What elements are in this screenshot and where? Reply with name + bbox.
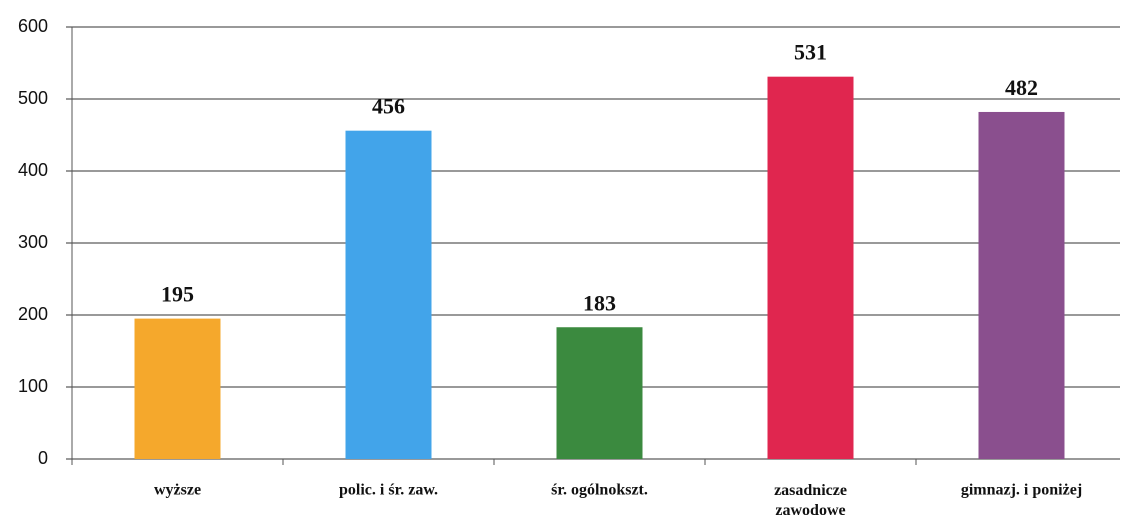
data-label: 195 [161, 282, 194, 307]
data-label: 183 [583, 290, 616, 315]
data-label: 482 [1005, 75, 1038, 100]
bar [134, 318, 221, 459]
y-tick-label: 200 [18, 304, 48, 324]
bar [767, 76, 854, 460]
y-tick-label: 0 [38, 448, 48, 468]
x-tick-label: wyższe [154, 482, 201, 499]
y-tick-label: 100 [18, 376, 48, 396]
y-tick-label: 400 [18, 160, 48, 180]
x-tick-label: zasadnicze zawodowe [774, 482, 847, 519]
x-tick-label: śr. ogólnokszt. [551, 482, 648, 499]
bar [345, 130, 432, 459]
bar [556, 327, 643, 459]
data-label: 456 [372, 94, 405, 119]
y-tick-label: 300 [18, 232, 48, 252]
bar [978, 111, 1065, 460]
data-label: 531 [794, 40, 827, 65]
y-tick-label: 500 [18, 88, 48, 108]
x-tick-label: gimnazj. i poniżej [961, 482, 1082, 499]
y-tick-label: 600 [18, 16, 48, 36]
x-tick-label: polic. i śr. zaw. [339, 482, 438, 499]
